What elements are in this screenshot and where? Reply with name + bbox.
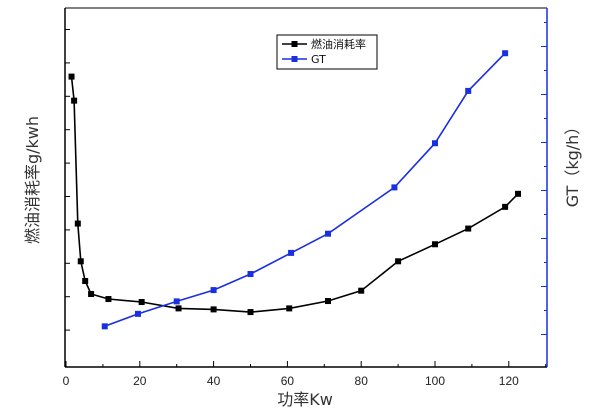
fuel-point-5: [88, 291, 95, 298]
fuel-point-4: [82, 278, 89, 285]
gt-point-0: [101, 323, 108, 330]
x-tick-label-100: 100: [425, 374, 445, 388]
fuel-point-3: [77, 258, 84, 265]
series-line-gt: [104, 52, 506, 328]
legend-marker-fuel: [291, 41, 298, 47]
x-tick-label-40: 40: [207, 374, 221, 388]
series-layer: [68, 50, 522, 330]
right-y-axis-ticks: [541, 22, 547, 335]
gt-point-10: [502, 50, 509, 57]
legend-marker-gt: [291, 56, 298, 62]
fuel-point-17: [502, 203, 509, 210]
fuel-point-13: [358, 287, 365, 294]
x-tick-label-120: 120: [499, 374, 519, 388]
gt-point-4: [247, 271, 254, 278]
x-tick-label-0: 0: [63, 374, 70, 388]
left-y-axis-ticks: [65, 29, 70, 331]
gt-point-5: [288, 249, 295, 256]
x-tick-label-20: 20: [133, 374, 147, 388]
fuel-point-9: [210, 306, 217, 313]
legend-label-fuel: 燃油消耗率: [311, 37, 366, 51]
fuel-point-12: [324, 298, 331, 305]
fuel-point-0: [68, 73, 75, 80]
fuel-point-15: [432, 241, 438, 248]
legend: 燃油消耗率 GT: [276, 34, 378, 70]
legend-label-gt: GT: [311, 53, 326, 66]
x-axis-tick-labels: 0 20 40 60 80 100 120: [63, 374, 519, 388]
series-line-fuel: [70, 76, 519, 313]
fuel-point-6: [105, 296, 112, 303]
fuel-point-8: [175, 305, 182, 312]
gt-point-9: [465, 87, 472, 94]
fuel-point-7: [138, 299, 145, 306]
right-y-axis-title: GT（kg/h）: [563, 119, 582, 208]
fuel-point-16: [465, 225, 472, 232]
gt-point-2: [173, 298, 180, 305]
legend-box: [276, 34, 378, 70]
fuel-point-14: [395, 258, 402, 265]
fuel-point-2: [74, 220, 81, 227]
fuel-point-10: [247, 309, 254, 316]
gt-point-7: [391, 184, 398, 191]
x-tick-label-80: 80: [355, 374, 369, 388]
gt-point-3: [210, 287, 217, 294]
x-axis-ticks: [65, 361, 547, 367]
left-y-axis-title: 燃油消耗率g/kwh: [23, 116, 42, 244]
fuel-point-1: [71, 97, 78, 104]
gt-point-1: [134, 310, 141, 317]
fuel-point-18: [515, 190, 522, 197]
gt-point-6: [324, 230, 331, 237]
x-axis-title: 功率Kw: [277, 390, 333, 409]
plot-frame: [64, 7, 548, 368]
fuel-point-11: [286, 305, 293, 312]
gt-point-8: [432, 140, 438, 147]
x-tick-label-60: 60: [281, 374, 295, 388]
